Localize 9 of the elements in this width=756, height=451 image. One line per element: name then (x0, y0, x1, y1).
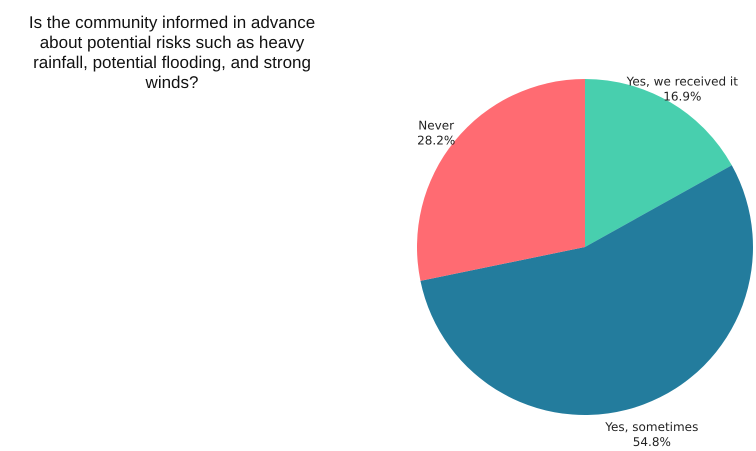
slice-label: Yes, sometimes (604, 420, 698, 434)
text: Is the community informed in advance about potential risks such as heavy rainfall, potential flooding, and strong winds? (28, 13, 316, 92)
data-label: 16.9% (663, 89, 702, 104)
data-label: 28.2% (417, 134, 456, 148)
pie-slice (420, 165, 753, 415)
pie-slice (417, 79, 585, 281)
slice-label: Yes, we received it (626, 74, 738, 88)
data-label: 54.8% (632, 435, 671, 450)
slice-label: Never (418, 118, 454, 133)
